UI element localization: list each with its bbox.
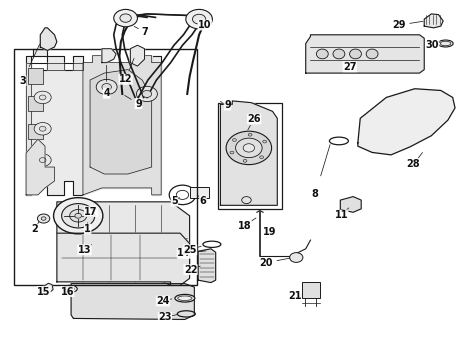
Circle shape (137, 86, 157, 102)
Circle shape (39, 95, 46, 100)
Text: 25: 25 (183, 245, 197, 255)
Circle shape (236, 138, 262, 158)
Text: 17: 17 (84, 207, 98, 216)
Circle shape (34, 91, 51, 104)
Ellipse shape (349, 49, 361, 59)
Text: 19: 19 (263, 228, 276, 237)
Circle shape (233, 139, 237, 141)
Text: 15: 15 (37, 287, 50, 296)
Text: 3: 3 (19, 76, 26, 86)
Ellipse shape (333, 49, 345, 59)
Circle shape (114, 9, 137, 27)
Text: 29: 29 (392, 20, 406, 30)
Circle shape (226, 131, 272, 165)
Circle shape (243, 144, 255, 152)
Polygon shape (40, 28, 57, 50)
Circle shape (39, 158, 46, 163)
Polygon shape (130, 45, 145, 66)
Circle shape (192, 14, 206, 24)
Polygon shape (220, 101, 277, 205)
Bar (28, 68, 43, 84)
Polygon shape (340, 197, 361, 212)
Text: 18: 18 (238, 221, 251, 230)
Circle shape (102, 84, 111, 90)
Circle shape (290, 253, 303, 262)
Bar (14, 49, 197, 285)
Circle shape (230, 151, 234, 154)
Text: 10: 10 (198, 20, 211, 30)
Circle shape (70, 209, 87, 222)
Polygon shape (198, 249, 216, 283)
Polygon shape (26, 139, 55, 195)
Circle shape (62, 204, 95, 228)
Text: 13: 13 (78, 245, 91, 255)
Ellipse shape (366, 49, 378, 59)
Ellipse shape (175, 294, 195, 302)
Circle shape (260, 156, 264, 159)
Text: 14: 14 (177, 248, 191, 258)
Text: 2: 2 (31, 224, 37, 234)
Circle shape (243, 159, 247, 162)
Polygon shape (90, 70, 152, 174)
Circle shape (186, 9, 212, 29)
Bar (218, 103, 282, 209)
Ellipse shape (316, 49, 328, 59)
Text: 7: 7 (141, 27, 148, 37)
Text: 21: 21 (288, 292, 301, 301)
Polygon shape (57, 202, 190, 285)
Text: 12: 12 (119, 74, 132, 84)
Polygon shape (44, 283, 53, 292)
Polygon shape (71, 284, 194, 319)
Polygon shape (26, 63, 83, 195)
Bar (28, 151, 43, 167)
Text: 26: 26 (247, 114, 261, 124)
Text: 24: 24 (156, 296, 170, 306)
Text: 16: 16 (61, 287, 74, 296)
Text: 22: 22 (184, 265, 197, 275)
Circle shape (37, 214, 50, 223)
Polygon shape (306, 35, 424, 73)
Circle shape (54, 198, 103, 234)
Text: 1: 1 (84, 224, 91, 234)
Text: 4: 4 (103, 88, 110, 98)
Text: 27: 27 (343, 62, 356, 72)
Text: 5: 5 (171, 196, 178, 206)
Polygon shape (83, 56, 161, 195)
Bar (190, 187, 209, 198)
Circle shape (96, 79, 117, 95)
Circle shape (41, 217, 46, 220)
Polygon shape (26, 49, 161, 195)
Circle shape (242, 197, 251, 204)
Bar (28, 96, 43, 111)
Text: 11: 11 (335, 210, 348, 220)
Text: 30: 30 (426, 40, 439, 49)
Ellipse shape (63, 285, 77, 292)
Polygon shape (102, 49, 116, 63)
Circle shape (263, 140, 266, 143)
Text: 6: 6 (200, 196, 206, 206)
Polygon shape (358, 89, 455, 155)
Circle shape (120, 14, 131, 22)
Circle shape (248, 133, 252, 136)
Circle shape (39, 126, 46, 131)
Ellipse shape (438, 40, 453, 47)
Polygon shape (424, 14, 443, 28)
Circle shape (75, 213, 82, 218)
Circle shape (142, 90, 152, 97)
Bar (302, 282, 320, 298)
Circle shape (34, 154, 51, 166)
Text: 23: 23 (158, 313, 172, 322)
Text: 9: 9 (224, 100, 231, 110)
Polygon shape (57, 233, 190, 285)
Text: 28: 28 (407, 159, 420, 169)
Bar (28, 124, 43, 139)
Text: 20: 20 (260, 258, 273, 268)
Text: 8: 8 (312, 189, 319, 199)
Circle shape (34, 122, 51, 135)
Text: 9: 9 (135, 99, 142, 109)
